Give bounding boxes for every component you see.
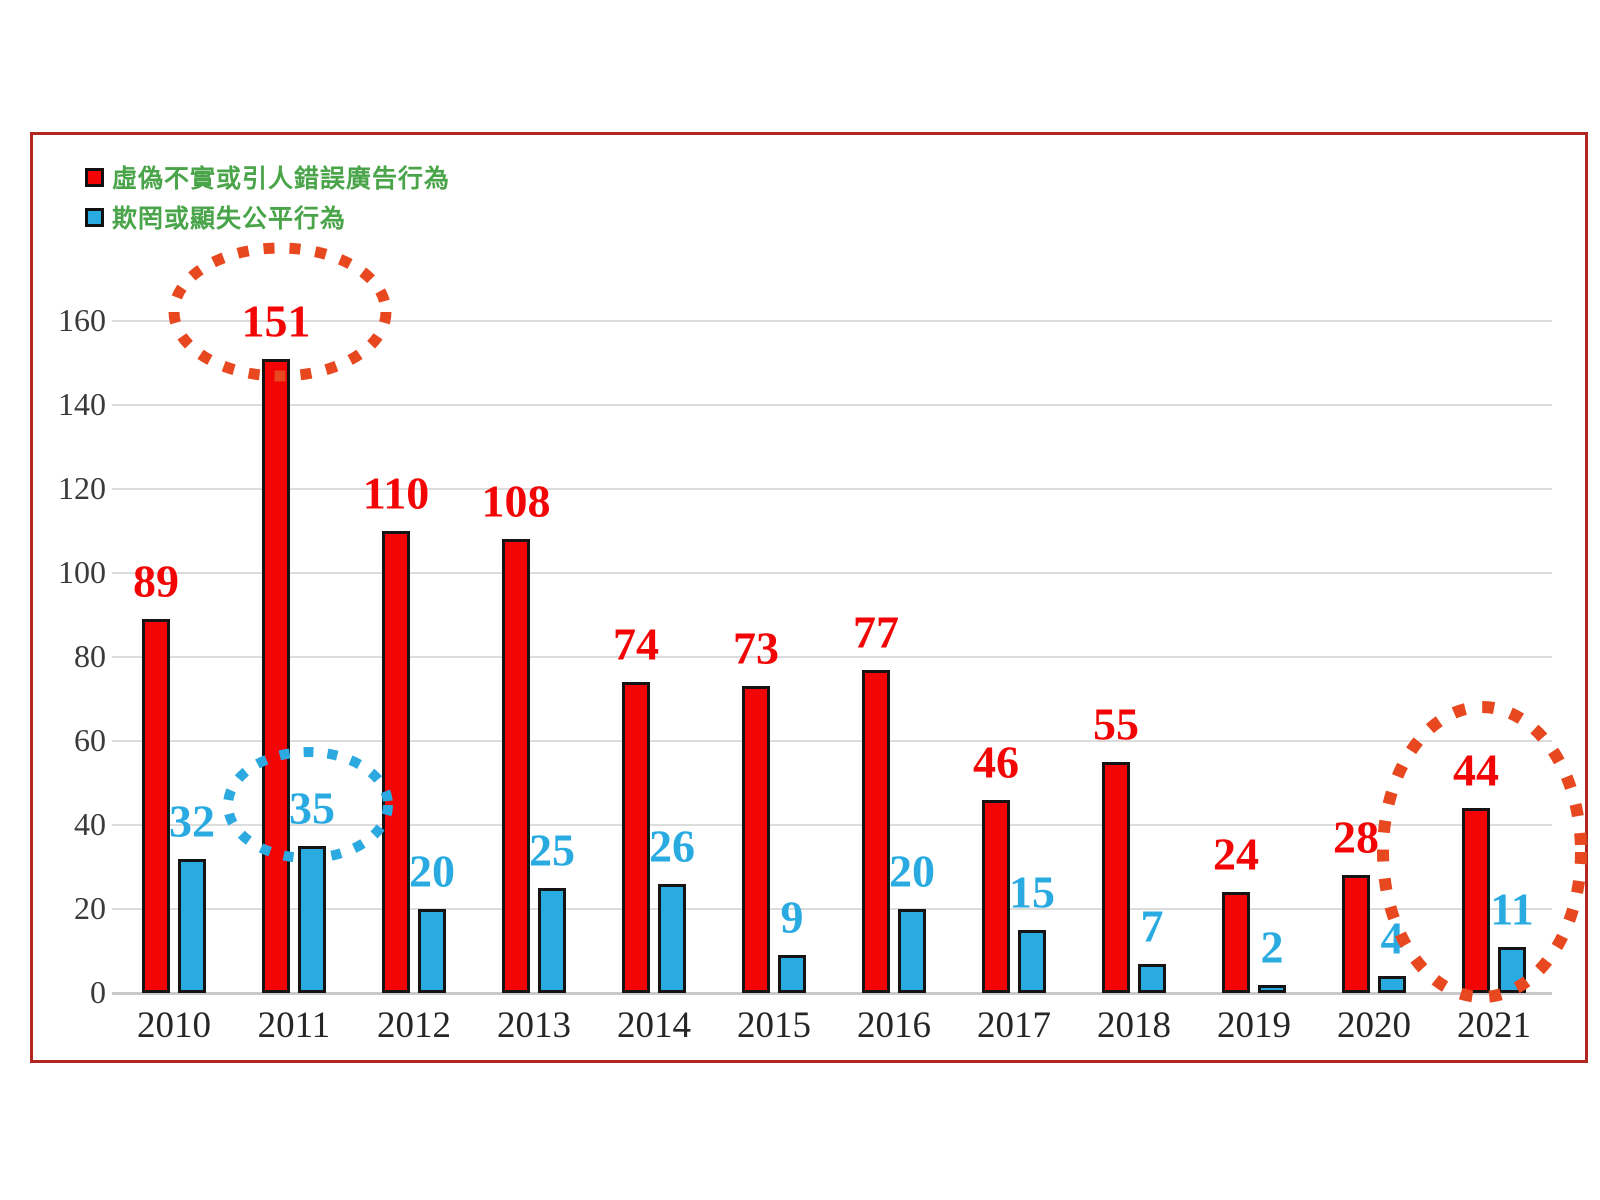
bar-blue-2011 <box>298 846 326 993</box>
data-label-blue-2021: 11 <box>1490 883 1534 935</box>
gridline-120 <box>112 488 1552 490</box>
gridline-40 <box>112 824 1552 826</box>
bar-red-2015 <box>742 686 770 993</box>
bar-blue-2020 <box>1378 976 1406 993</box>
data-label-red-2015: 73 <box>733 622 779 674</box>
bar-blue-2013 <box>538 888 566 993</box>
gridline-20 <box>112 908 1552 910</box>
data-label-blue-2015: 9 <box>780 891 804 943</box>
x-axis-label-2021: 2021 <box>1457 1005 1531 1046</box>
data-label-red-2020: 28 <box>1333 811 1379 863</box>
legend-red-swatch-icon <box>85 167 104 187</box>
y-axis-tick-140: 140 <box>58 386 106 422</box>
x-axis-label-2015: 2015 <box>737 1005 811 1046</box>
data-label-blue-2017: 15 <box>1009 866 1055 918</box>
bar-blue-2014 <box>658 883 686 993</box>
legend-label-false-advertising: 虛偽不實或引人錯誤廣告行為 <box>112 164 451 193</box>
bar-blue-2018 <box>1138 963 1166 993</box>
data-label-red-2019: 24 <box>1213 828 1259 880</box>
x-axis-label-2010: 2010 <box>137 1005 211 1046</box>
x-axis-label-2020: 2020 <box>1337 1005 1411 1046</box>
data-label-red-2017: 46 <box>973 736 1019 788</box>
y-axis-tick-160: 160 <box>58 302 106 338</box>
legend-blue-swatch-icon <box>85 207 104 227</box>
legend-item-unfair-conduct: 欺罔或顯失公平行為 <box>85 199 346 235</box>
data-label-red-2011: 151 <box>241 295 311 347</box>
x-axis-label-2012: 2012 <box>377 1005 451 1046</box>
bar-red-2013 <box>502 539 530 993</box>
x-axis-label-2013: 2013 <box>497 1005 571 1046</box>
data-label-red-2021: 44 <box>1453 744 1499 796</box>
data-label-blue-2014: 26 <box>649 820 695 872</box>
bar-blue-2012 <box>418 909 446 993</box>
y-axis-tick-20: 20 <box>74 890 106 926</box>
legend-label-unfair-conduct: 欺罔或顯失公平行為 <box>112 204 347 233</box>
bar-red-2016 <box>862 669 890 993</box>
bar-red-2014 <box>622 682 650 993</box>
y-axis-tick-120: 120 <box>58 470 106 506</box>
data-label-red-2014: 74 <box>613 618 659 670</box>
bar-red-2020 <box>1342 875 1370 993</box>
x-axis-label-2016: 2016 <box>857 1005 931 1046</box>
y-axis-tick-80: 80 <box>74 638 106 674</box>
data-label-blue-2011: 35 <box>289 782 335 834</box>
x-axis-label-2019: 2019 <box>1217 1005 1291 1046</box>
gridline-100 <box>112 572 1552 574</box>
bar-blue-2010 <box>178 858 206 993</box>
bar-red-2011 <box>262 358 290 993</box>
x-axis-label-2011: 2011 <box>257 1005 331 1046</box>
legend-item-false-advertising: 虛偽不實或引人錯誤廣告行為 <box>85 159 450 195</box>
gridline-60 <box>112 740 1552 742</box>
gridline-140 <box>112 404 1552 406</box>
bar-blue-2021 <box>1498 946 1526 993</box>
data-label-red-2010: 89 <box>133 555 179 607</box>
bar-blue-2016 <box>898 909 926 993</box>
data-label-blue-2020: 4 <box>1380 912 1404 964</box>
bar-red-2018 <box>1102 762 1130 993</box>
data-label-blue-2018: 7 <box>1140 900 1164 952</box>
x-axis-label-2018: 2018 <box>1097 1005 1171 1046</box>
data-label-blue-2012: 20 <box>409 845 455 897</box>
x-axis-label-2014: 2014 <box>617 1005 691 1046</box>
y-axis-tick-60: 60 <box>74 722 106 758</box>
data-label-red-2012: 110 <box>362 467 430 519</box>
x-axis-label-2017: 2017 <box>977 1005 1051 1046</box>
y-axis-tick-100: 100 <box>58 554 106 590</box>
data-label-blue-2010: 32 <box>169 795 215 847</box>
x-axis-line <box>112 992 1552 995</box>
bar-red-2017 <box>982 799 1010 993</box>
y-axis-tick-0: 0 <box>90 974 106 1010</box>
y-axis-tick-40: 40 <box>74 806 106 842</box>
data-label-red-2018: 55 <box>1093 698 1139 750</box>
gridline-160 <box>112 320 1552 322</box>
data-label-red-2013: 108 <box>481 475 551 527</box>
data-label-blue-2013: 25 <box>529 824 575 876</box>
bar-red-2012 <box>382 531 410 993</box>
bar-blue-2015 <box>778 955 806 993</box>
bar-blue-2017 <box>1018 930 1046 993</box>
data-label-red-2016: 77 <box>853 606 899 658</box>
gridline-80 <box>112 656 1552 658</box>
data-label-blue-2019: 2 <box>1260 921 1284 973</box>
data-label-blue-2016: 20 <box>889 845 935 897</box>
bar-red-2010 <box>142 619 170 993</box>
bar-red-2019 <box>1222 892 1250 993</box>
bar-blue-2019 <box>1258 984 1286 993</box>
bar-red-2021 <box>1462 808 1490 993</box>
